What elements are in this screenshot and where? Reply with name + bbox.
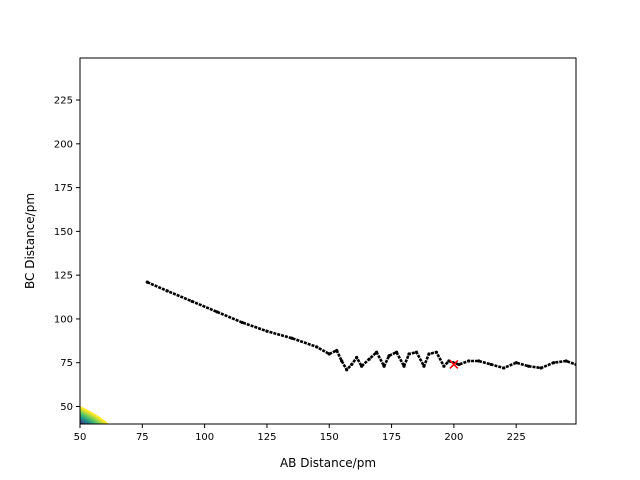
trajectory-point — [434, 350, 439, 354]
x-tick-label: 200 — [444, 432, 463, 443]
trajectory-point — [290, 336, 294, 340]
x-tick-label: 175 — [382, 432, 401, 443]
trajectory-point — [350, 362, 354, 367]
trajectory-point — [215, 310, 219, 314]
trajectory-point — [527, 364, 531, 368]
x-tick-label: 125 — [257, 432, 276, 443]
trajectory-point — [564, 359, 568, 363]
x-axis-label: AB Distance/pm — [280, 456, 376, 470]
trajectory-layer — [145, 280, 576, 372]
y-tick-label: 125 — [54, 271, 73, 282]
x-tick-label: 75 — [136, 432, 149, 443]
trajectory-point — [477, 359, 481, 363]
trajectory-point — [327, 352, 331, 356]
trajectory-point — [447, 359, 451, 363]
y-axis-label: BC Distance/pm — [23, 193, 37, 289]
trajectory-point — [402, 364, 406, 368]
y-tick-label: 175 — [54, 183, 73, 194]
trajectory-point — [340, 359, 344, 363]
x-tick-label: 50 — [74, 432, 87, 443]
x-tick-label: 150 — [320, 432, 339, 443]
trajectory-point — [355, 355, 359, 360]
trajectory-point — [375, 350, 379, 354]
trajectory-point — [360, 364, 364, 368]
trajectory-point — [145, 280, 149, 284]
x-tick-label: 100 — [195, 432, 214, 443]
trajectory-point — [165, 289, 169, 293]
trajectory-point — [382, 364, 386, 368]
trajectory-point — [240, 320, 244, 325]
y-tick-label: 150 — [54, 227, 73, 238]
trajectory-point — [442, 364, 446, 368]
trajectory-point — [367, 357, 371, 361]
trajectory-point — [514, 361, 518, 365]
plot-frame — [79, 57, 577, 425]
y-tick-label: 225 — [54, 96, 73, 107]
x-tick-label: 225 — [507, 432, 526, 443]
trajectory-point — [265, 329, 269, 333]
plot-area — [80, 58, 576, 424]
y-tick-label: 200 — [54, 139, 73, 150]
trajectory-point — [345, 368, 349, 372]
y-tick-label: 50 — [60, 402, 73, 413]
trajectory-point — [551, 361, 556, 365]
trajectory-point — [190, 299, 194, 304]
trajectory-point — [387, 354, 391, 358]
trajectory-point — [539, 366, 543, 370]
contour-line — [80, 406, 109, 424]
trajectory-point — [315, 345, 319, 349]
trajectory-point — [427, 352, 431, 356]
trajectory-point — [467, 359, 471, 363]
trajectory-point — [489, 362, 493, 367]
trajectory-point — [457, 362, 461, 367]
trajectory-point — [335, 348, 339, 353]
trajectory-point — [422, 364, 426, 368]
axes: 50 75 100 125 150 175 200 225 50 75 100 125 150 175 20… — [54, 57, 577, 443]
trajectory-point — [502, 366, 506, 370]
trajectory-point — [414, 350, 419, 354]
trajectory-point — [407, 352, 411, 356]
transition-marker — [449, 359, 459, 369]
y-tick-label: 100 — [54, 314, 73, 325]
y-tick-label: 75 — [60, 358, 73, 369]
trajectory-point — [394, 350, 399, 354]
